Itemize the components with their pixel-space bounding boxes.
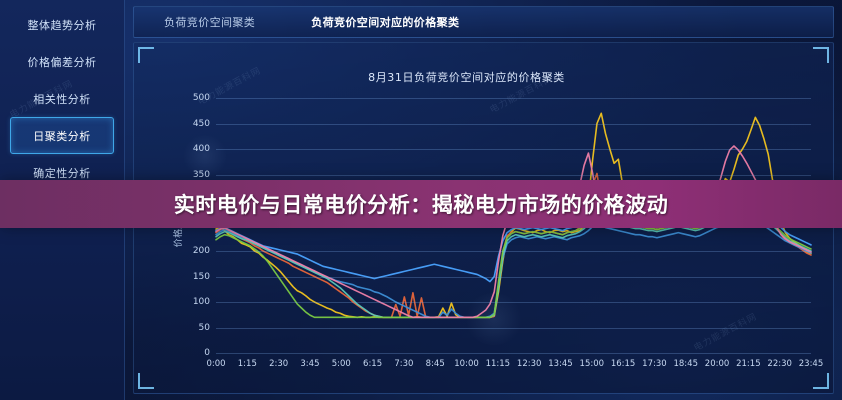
tab-label: 负荷竞价空间聚类 xyxy=(164,16,256,29)
corner-bracket-top-left xyxy=(138,47,154,63)
x-axis-tick: 5:00 xyxy=(331,359,351,369)
y-axis-tick: 50 xyxy=(198,322,210,333)
y-axis-tick: 450 xyxy=(192,118,210,129)
sidebar-item-label: 日聚类分析 xyxy=(33,129,91,143)
x-axis-tick: 23:45 xyxy=(798,359,824,369)
tab-price-clustering[interactable]: 负荷竞价空间对应的价格聚类 xyxy=(297,7,473,37)
corner-bracket-bottom-left xyxy=(138,373,154,389)
gridline xyxy=(216,149,811,150)
gridline xyxy=(216,276,811,278)
x-axis-tick: 18:45 xyxy=(673,359,698,369)
y-axis-tick: 400 xyxy=(192,144,210,154)
x-axis-tick: 2:30 xyxy=(269,359,289,369)
x-axis-tick: 16:15 xyxy=(610,359,636,369)
sidebar-item-0[interactable]: 整体趋势分析 xyxy=(10,6,114,43)
y-axis-tick: 150 xyxy=(192,271,210,282)
y-axis-tick: 500 xyxy=(192,93,210,103)
x-axis-tick: 15:00 xyxy=(579,359,605,369)
gridline xyxy=(216,353,811,354)
sidebar-item-label: 价格偏差分析 xyxy=(27,55,97,69)
y-axis-tick: 100 xyxy=(192,297,210,307)
corner-bracket-top-right xyxy=(813,47,829,63)
tab-label: 负荷竞价空间对应的价格聚类 xyxy=(311,16,460,29)
x-axis-tick: 17:30 xyxy=(642,359,667,369)
y-axis-tick: 200 xyxy=(192,246,210,256)
x-axis-tick: 22:30 xyxy=(767,359,792,369)
gridline xyxy=(216,302,811,303)
x-axis-tick: 10:00 xyxy=(454,359,479,369)
x-axis-tick: 0:00 xyxy=(206,359,226,369)
x-axis-tick: 20:00 xyxy=(704,359,730,369)
article-title-banner: 实时电价与日常电价分析：揭秘电力市场的价格波动 xyxy=(0,180,842,228)
sidebar-item-1[interactable]: 价格偏差分析 xyxy=(10,43,114,80)
x-axis-tick: 13:45 xyxy=(548,359,573,369)
corner-bracket-bottom-right xyxy=(813,373,829,389)
sidebar-item-label: 相关性分析 xyxy=(33,92,91,106)
sidebar-item-4[interactable]: 确定性分析 xyxy=(10,154,114,191)
sidebar-item-2[interactable]: 相关性分析 xyxy=(10,80,114,117)
x-axis-tick: 6:15 xyxy=(363,359,383,369)
x-axis-tick: 7:30 xyxy=(394,359,414,369)
gridline xyxy=(216,123,811,125)
sidebar-item-label: 确定性分析 xyxy=(33,166,91,180)
x-axis-tick: 12:30 xyxy=(516,359,542,369)
gridline xyxy=(216,98,811,99)
sidebar-item-3[interactable]: 日聚类分析 xyxy=(10,117,114,154)
x-axis-tick: 21:15 xyxy=(736,359,761,369)
tab-bar: 负荷竞价空间聚类 负荷竞价空间对应的价格聚类 xyxy=(133,6,834,38)
x-axis-tick: 3:45 xyxy=(300,359,320,369)
x-axis-tick: 1:15 xyxy=(237,359,257,369)
y-axis-tick: 0 xyxy=(204,348,210,358)
x-axis-tick: 11:15 xyxy=(485,359,511,369)
tab-load-bidding-space-clustering[interactable]: 负荷竞价空间聚类 xyxy=(150,7,269,37)
sidebar-item-label: 整体趋势分析 xyxy=(27,18,97,32)
chart-title: 8月31日负荷竞价空间对应的价格聚类 xyxy=(368,71,565,84)
article-title: 实时电价与日常电价分析：揭秘电力市场的价格波动 xyxy=(173,193,669,217)
gridline xyxy=(216,251,811,252)
gridline xyxy=(216,174,811,176)
gridline xyxy=(216,327,811,329)
x-axis-tick: 8:45 xyxy=(425,359,445,369)
y-axis-tick: 350 xyxy=(192,169,210,180)
